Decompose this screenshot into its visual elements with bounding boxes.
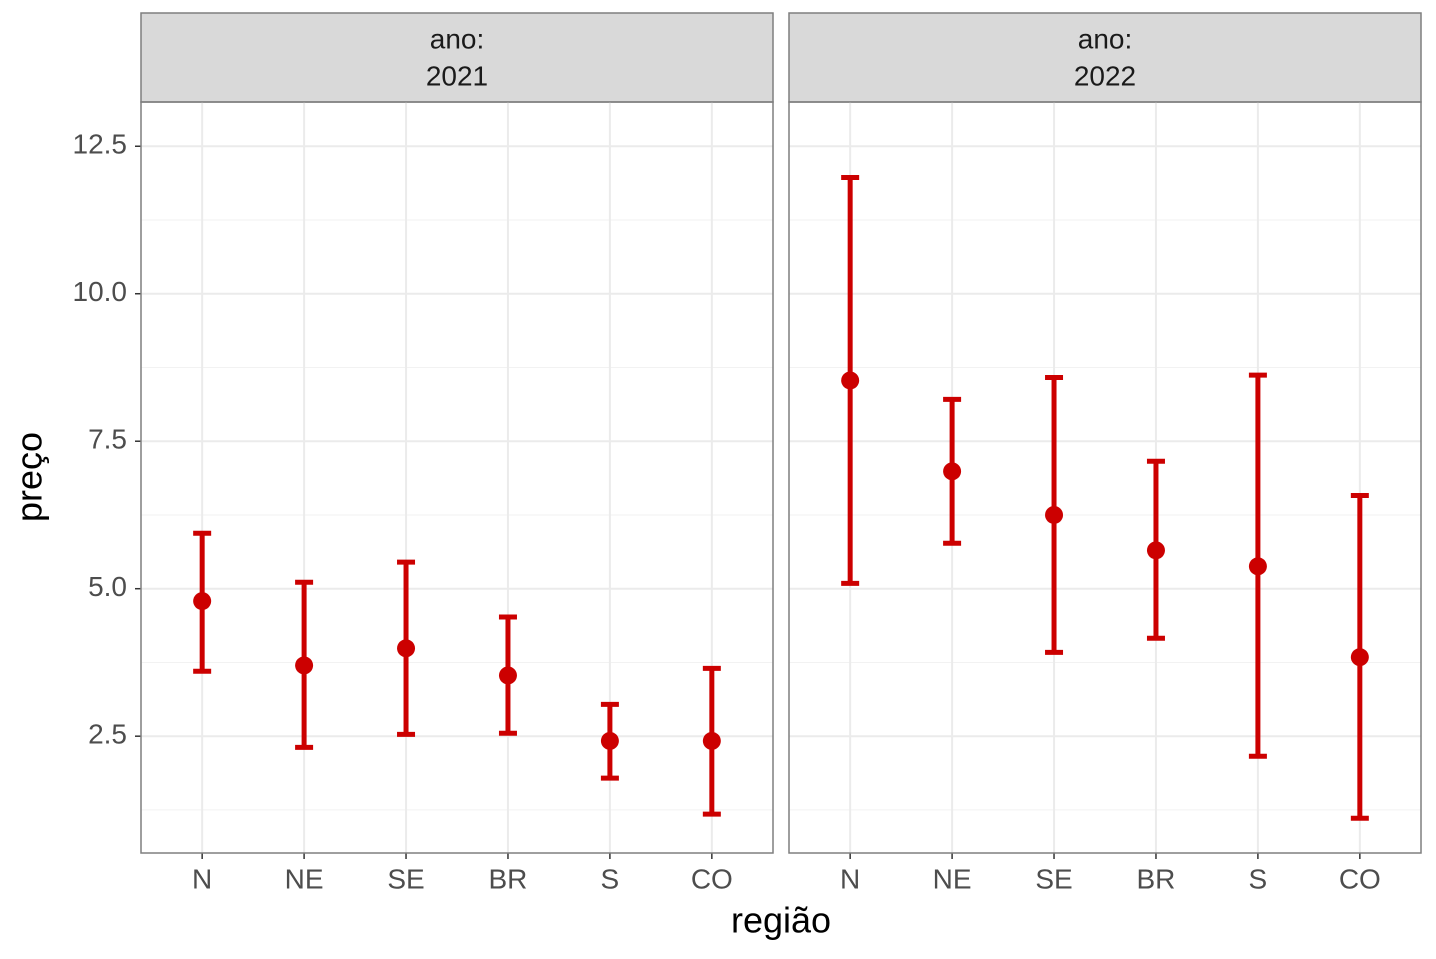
facet-strip — [788, 12, 1422, 103]
facet-label: ano: — [430, 23, 485, 54]
facet-label: 2021 — [426, 60, 488, 91]
point — [1146, 541, 1165, 560]
x-tick-label: SE — [1035, 863, 1072, 894]
x-tick-label: S — [601, 863, 620, 894]
x-axis-title: região — [731, 900, 831, 941]
point — [397, 639, 416, 658]
point — [295, 656, 314, 675]
y-tick-label: 10.0 — [73, 276, 128, 307]
point — [702, 731, 721, 750]
point — [1350, 648, 1369, 667]
y-tick-label: 5.0 — [88, 571, 127, 602]
point — [498, 666, 517, 685]
x-tick-label: BR — [1137, 863, 1176, 894]
point — [193, 592, 212, 611]
x-tick-label: SE — [387, 863, 424, 894]
x-tick-label: S — [1249, 863, 1268, 894]
x-tick-label: CO — [691, 863, 733, 894]
panel-border — [140, 101, 774, 854]
facet-label: 2022 — [1074, 60, 1136, 91]
facet-label: ano: — [1078, 23, 1133, 54]
y-tick-label: 12.5 — [73, 129, 128, 160]
x-tick-label: NE — [933, 863, 972, 894]
y-tick-label: 7.5 — [88, 424, 127, 455]
y-tick-label: 2.5 — [88, 719, 127, 750]
y-axis-title: preço — [9, 432, 50, 522]
point — [841, 371, 860, 390]
x-tick-label: NE — [285, 863, 324, 894]
facet-strip — [140, 12, 774, 103]
point — [600, 731, 619, 750]
x-tick-label: N — [840, 863, 860, 894]
point — [943, 462, 962, 481]
x-tick-label: BR — [489, 863, 528, 894]
x-tick-label: N — [192, 863, 212, 894]
panel-border — [788, 101, 1422, 854]
point — [1045, 505, 1064, 524]
x-tick-label: CO — [1339, 863, 1381, 894]
point — [1248, 557, 1267, 576]
